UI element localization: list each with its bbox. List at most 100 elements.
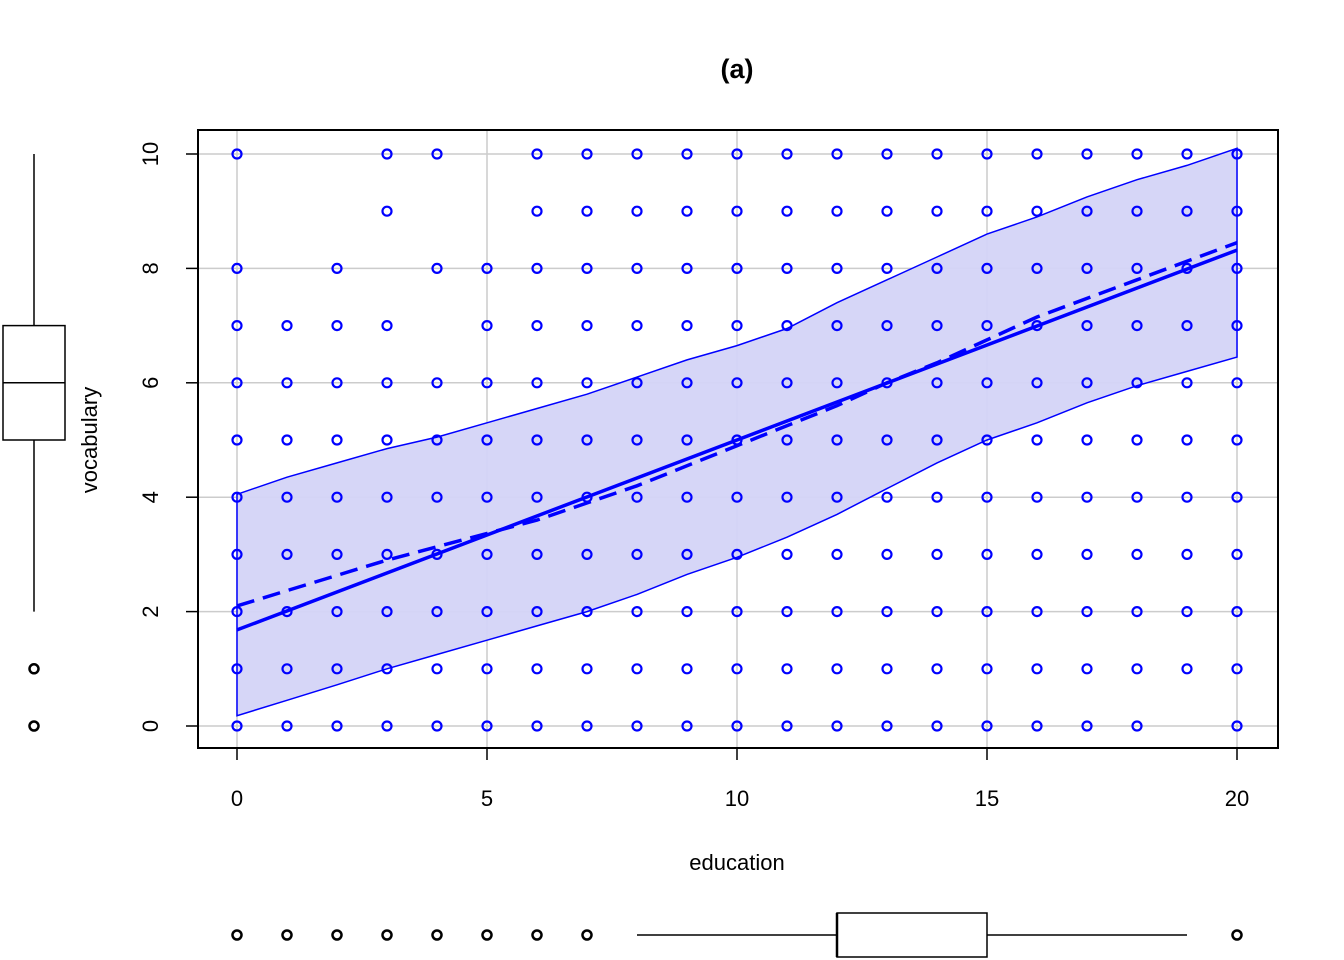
data-point — [581, 663, 593, 675]
boxplot-outlier — [481, 929, 493, 941]
data-point — [381, 205, 393, 217]
data-point — [231, 663, 243, 675]
data-point — [431, 720, 443, 732]
data-point — [431, 148, 443, 160]
data-point — [481, 720, 493, 732]
data-point — [631, 491, 643, 503]
data-point — [731, 148, 743, 160]
data-point — [981, 262, 993, 274]
data-point — [231, 320, 243, 332]
data-point — [231, 548, 243, 561]
boxplot-outlier — [1231, 929, 1243, 941]
data-point — [981, 548, 993, 561]
data-point — [831, 663, 843, 675]
boxplot-outlier — [281, 929, 293, 941]
data-point — [781, 205, 793, 217]
data-point — [1081, 663, 1093, 675]
data-point — [1031, 491, 1043, 503]
data-point — [831, 148, 843, 160]
data-point — [581, 377, 593, 389]
axes: 0 5 10 15 20 0 2 4 6 8 10 — [138, 142, 1249, 811]
data-point — [881, 491, 893, 503]
data-point — [931, 262, 943, 274]
data-point — [981, 377, 993, 389]
data-point — [931, 320, 943, 332]
x-tick-label: 20 — [1225, 786, 1249, 811]
data-point — [681, 377, 693, 389]
data-point — [631, 205, 643, 217]
education-marginal-boxplot — [231, 912, 1243, 958]
data-point — [731, 205, 743, 217]
data-point — [631, 663, 643, 675]
data-point — [1081, 148, 1093, 160]
data-point — [1131, 434, 1143, 446]
data-point — [481, 262, 493, 274]
data-point — [231, 605, 243, 618]
data-point — [381, 663, 393, 675]
data-point — [1031, 377, 1043, 389]
data-point — [231, 491, 243, 503]
data-point — [731, 663, 743, 675]
boxplot-outlier — [581, 929, 593, 941]
data-point — [431, 377, 443, 389]
data-point — [1231, 434, 1243, 446]
data-point — [1031, 605, 1043, 618]
data-point — [1081, 491, 1093, 503]
data-point — [681, 663, 693, 675]
data-point — [881, 205, 893, 217]
data-point — [1181, 605, 1193, 618]
boxplot-box — [836, 912, 988, 958]
data-point — [381, 605, 393, 618]
data-point — [931, 548, 943, 561]
boxplot-outlier — [28, 720, 40, 732]
boxplot-outlier — [331, 929, 343, 941]
data-point — [531, 605, 543, 618]
data-point — [631, 434, 643, 446]
data-point — [1131, 205, 1143, 217]
data-point — [481, 491, 493, 503]
data-point — [581, 434, 593, 446]
data-point — [531, 262, 543, 274]
data-point — [1181, 377, 1193, 389]
data-point — [1131, 605, 1143, 618]
data-point — [1131, 148, 1143, 160]
data-point — [531, 205, 543, 217]
data-point — [831, 377, 843, 389]
data-point — [1181, 491, 1193, 503]
data-point — [731, 377, 743, 389]
data-point — [481, 605, 493, 618]
linear-fit-line — [236, 248, 1238, 632]
data-point — [1181, 205, 1193, 217]
confidence-band — [236, 147, 1238, 717]
y-axis-label: vocabulary — [77, 387, 102, 493]
x-tick-label: 5 — [481, 786, 493, 811]
data-point — [681, 148, 693, 160]
data-point — [1131, 720, 1143, 732]
data-point — [981, 205, 993, 217]
data-point — [231, 262, 243, 274]
data-point — [781, 262, 793, 274]
data-point — [1031, 148, 1043, 160]
data-point — [1081, 320, 1093, 332]
data-point — [681, 205, 693, 217]
data-point — [531, 663, 543, 675]
data-point — [631, 548, 643, 561]
data-point — [481, 434, 493, 446]
data-point — [581, 148, 593, 160]
smooth-fit-line — [236, 241, 1238, 608]
y-tick-label: 10 — [138, 142, 163, 166]
data-point — [681, 262, 693, 274]
x-tick-label: 10 — [725, 786, 749, 811]
y-tick-label: 8 — [138, 262, 163, 274]
x-tick-label: 0 — [231, 786, 243, 811]
data-point — [881, 720, 893, 732]
data-point — [781, 491, 793, 503]
data-point — [981, 148, 993, 160]
data-point — [281, 434, 293, 446]
data-point — [1081, 434, 1093, 446]
data-point — [881, 148, 893, 160]
data-point — [331, 377, 343, 389]
data-point — [731, 548, 743, 561]
data-point — [1081, 720, 1093, 732]
data-point — [781, 377, 793, 389]
